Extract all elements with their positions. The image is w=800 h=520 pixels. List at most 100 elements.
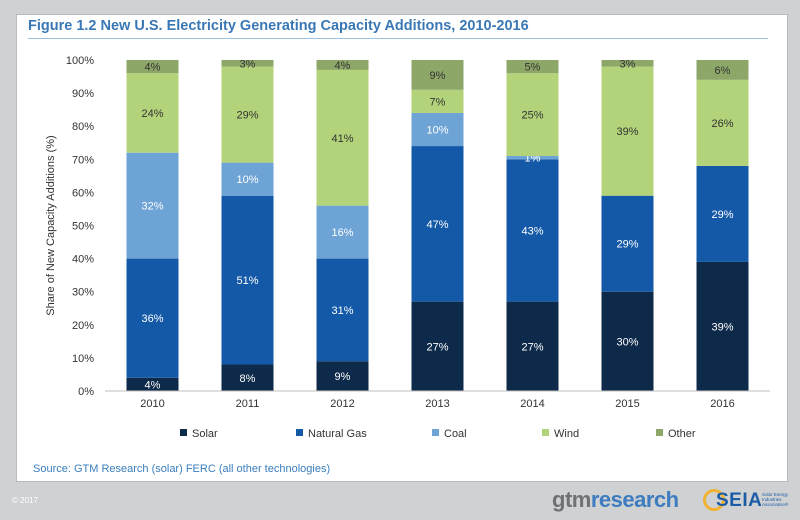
data-label: 5% <box>525 62 541 74</box>
bar-segment-solar <box>506 301 559 391</box>
data-label: 39% <box>711 321 733 333</box>
research-logo-part: research <box>590 487 679 512</box>
data-label: 7% <box>430 96 446 108</box>
copyright-text: © 2017 <box>12 496 38 505</box>
title-divider <box>28 38 768 39</box>
data-label: 4% <box>335 60 351 72</box>
bar-segment-natural-gas <box>316 258 369 362</box>
data-label: 8% <box>240 373 256 385</box>
data-label: 29% <box>616 239 638 251</box>
bar-segment-other <box>696 60 749 80</box>
y-tick-label: 50% <box>72 221 94 233</box>
legend-entry: Wind <box>554 428 579 440</box>
sun-icon <box>703 489 725 511</box>
data-label: 10% <box>426 125 448 137</box>
data-label: 16% <box>331 227 353 239</box>
data-label: 26% <box>711 118 733 130</box>
bar-segment-wind <box>411 89 464 113</box>
y-tick-label: 80% <box>72 121 94 133</box>
seia-logo: SEIA Solar Energy Industries Association… <box>700 486 792 514</box>
seia-tagline: Solar Energy Industries Association® <box>762 492 789 507</box>
y-tick-label: 60% <box>72 187 94 199</box>
legend-entry: Natural Gas <box>308 428 367 440</box>
bar-segment-solar <box>696 261 749 391</box>
x-tick-label: 2014 <box>520 398 544 410</box>
bar-segment-coal <box>506 155 559 160</box>
bar-segment-wind <box>601 66 654 196</box>
data-label: 3% <box>620 58 636 70</box>
data-label: 51% <box>236 275 258 287</box>
legend-swatch <box>180 429 187 436</box>
data-label: 29% <box>711 209 733 221</box>
data-label: 39% <box>616 126 638 138</box>
bar-segment-natural-gas <box>696 165 749 262</box>
bar-segment-natural-gas <box>221 195 274 365</box>
data-label: 3% <box>240 58 256 70</box>
bar-segment-coal <box>411 112 464 147</box>
bar-segment-other <box>126 60 179 74</box>
bar-segment-other <box>601 60 654 67</box>
source-note: Source: GTM Research (solar) FERC (all o… <box>33 463 331 475</box>
x-tick-label: 2011 <box>236 398 260 410</box>
figure-title: Figure 1.2 New U.S. Electricity Generati… <box>28 18 529 34</box>
bar-segment-solar <box>221 364 274 391</box>
legend-swatch <box>296 429 303 436</box>
bar-segment-natural-gas <box>411 146 464 302</box>
data-label: 43% <box>521 225 543 237</box>
data-label: 30% <box>616 336 638 348</box>
data-label: 36% <box>141 313 163 325</box>
y-tick-label: 10% <box>72 353 94 365</box>
bar-segment-wind <box>696 79 749 166</box>
data-label: 4% <box>145 379 161 391</box>
data-label: 24% <box>141 108 163 120</box>
bar-segment-solar <box>316 361 369 391</box>
seia-logo-text: SEIA <box>716 490 763 511</box>
x-tick-label: 2013 <box>425 398 449 410</box>
data-label: 27% <box>426 341 448 353</box>
y-tick-label: 20% <box>72 320 94 332</box>
x-tick-label: 2016 <box>710 398 734 410</box>
bar-segment-other <box>411 60 464 90</box>
bar-segment-natural-gas <box>506 159 559 302</box>
x-tick-label: 2015 <box>615 398 639 410</box>
data-label: 10% <box>236 174 258 186</box>
data-label: 31% <box>331 305 353 317</box>
bar-segment-wind <box>506 73 559 156</box>
data-label: 6% <box>715 65 731 77</box>
y-tick-label: 100% <box>66 55 94 67</box>
bar-segment-coal <box>316 205 369 259</box>
y-tick-label: 90% <box>72 88 94 100</box>
bar-segment-wind <box>316 69 369 206</box>
data-label: 9% <box>430 70 446 82</box>
bar-segment-natural-gas <box>126 258 179 378</box>
bar-segment-other <box>506 60 559 74</box>
y-axis-label: Share of New Capacity Additions (%) <box>45 135 57 315</box>
gtm-logo-part: gtm <box>552 487 591 512</box>
bar-segment-wind <box>221 66 274 163</box>
bar-segment-solar <box>601 291 654 391</box>
legend-entry: Other <box>668 428 696 440</box>
y-tick-label: 0% <box>78 386 94 398</box>
bar-segment-coal <box>221 162 274 196</box>
x-tick-label: 2010 <box>140 398 164 410</box>
y-tick-label: 70% <box>72 154 94 166</box>
legend-swatch <box>432 429 439 436</box>
data-label: 9% <box>335 371 351 383</box>
legend-entry: Solar <box>192 428 218 440</box>
legend-entry: Coal <box>444 428 467 440</box>
data-label: 29% <box>236 110 258 122</box>
legend-swatch <box>656 429 663 436</box>
bar-segment-solar <box>126 377 179 391</box>
y-tick-label: 40% <box>72 254 94 266</box>
x-tick-label: 2012 <box>330 398 354 410</box>
bar-segment-solar <box>411 301 464 391</box>
data-label: 41% <box>331 133 353 145</box>
bar-segment-natural-gas <box>601 195 654 292</box>
data-label: 4% <box>145 62 161 74</box>
legend-swatch <box>542 429 549 436</box>
data-label: 27% <box>521 341 543 353</box>
data-label: 47% <box>426 219 448 231</box>
data-label: 32% <box>141 201 163 213</box>
bar-segment-other <box>221 60 274 67</box>
